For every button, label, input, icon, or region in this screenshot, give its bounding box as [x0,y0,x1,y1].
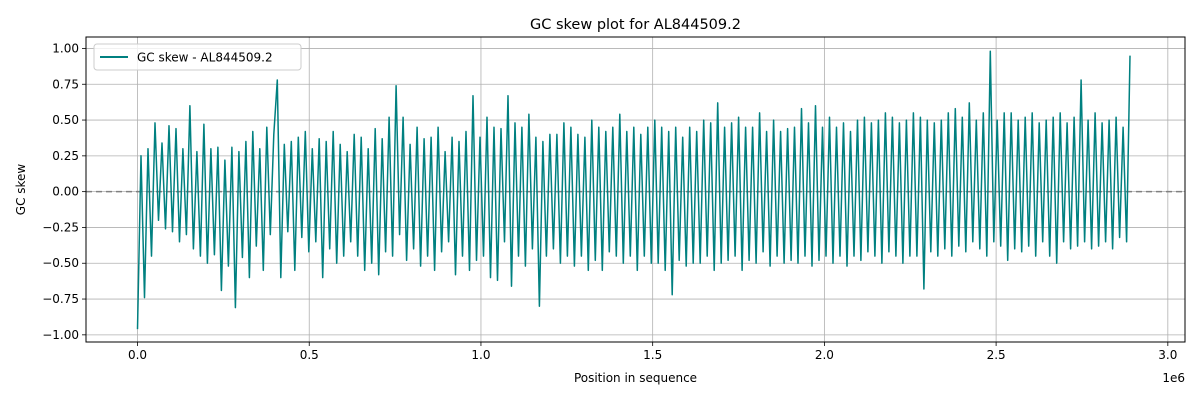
x-tick-label: 2.0 [815,348,834,362]
y-axis-ticks: −1.00 −0.75 −0.50 −0.25 0.00 0.25 0.50 0.75 1.00 [42,41,86,342]
x-tick-label: 0.5 [300,348,319,362]
y-axis-label: GC skew [14,164,28,216]
legend: GC skew - AL844509.2 [93,43,302,71]
chart-title: GC skew plot for AL844509.2 [530,17,741,33]
y-tick-label: 0.50 [52,113,79,127]
x-tick-label: 0.0 [128,348,147,362]
legend-label: GC skew - AL844509.2 [137,51,273,65]
y-tick-label: −1.00 [42,328,79,342]
y-tick-label: 0.25 [52,149,79,163]
x-tick-label: 1.0 [471,348,490,362]
y-tick-label: −0.75 [42,292,79,306]
y-tick-label: −0.50 [42,256,79,270]
y-tick-label: 0.00 [52,185,79,199]
x-axis-label: Position in sequence [574,371,697,385]
y-tick-label: 1.00 [52,41,79,55]
x-tick-label: 3.0 [1158,348,1177,362]
plot-frame [85,36,1186,343]
legend-box [93,43,302,71]
gc-skew-series-line [136,50,1131,330]
series-layer [136,50,1131,330]
x-tick-label: 1.5 [643,348,662,362]
x-axis-ticks: 0.0 0.5 1.0 1.5 2.0 2.5 3.0 [128,342,1177,362]
x-axis-offset-label: 1e6 [1162,371,1185,385]
x-tick-label: 2.5 [987,348,1006,362]
y-tick-label: 0.75 [52,77,79,91]
y-tick-label: −0.25 [42,220,79,234]
